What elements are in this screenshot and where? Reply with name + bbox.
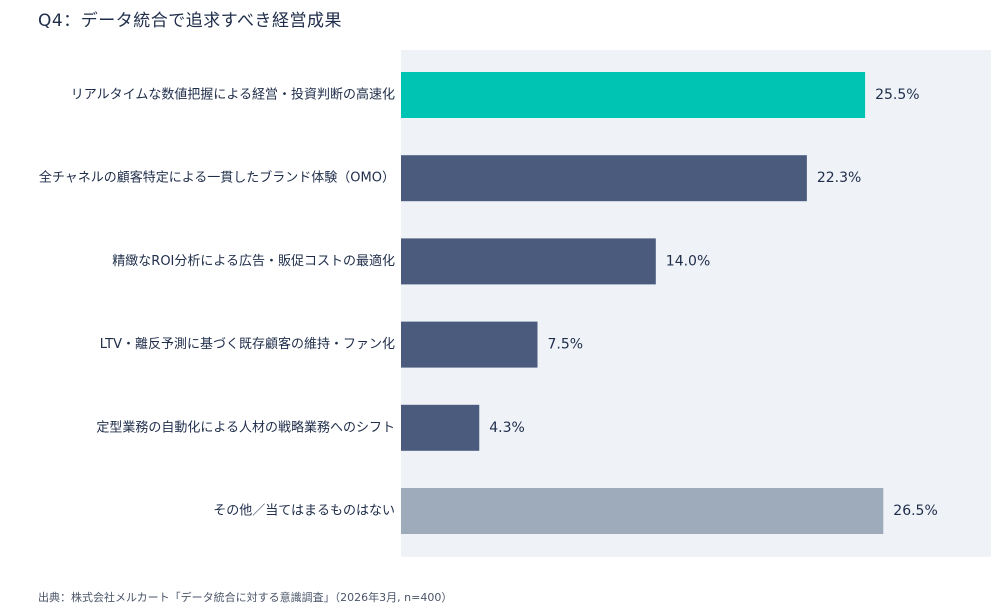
value-label-5: 26.5% <box>893 503 937 519</box>
bar-3 <box>401 321 538 368</box>
category-label-2: 精緻なROI分析による広告・販促コストの最適化 <box>112 253 395 269</box>
value-label-1: 22.3% <box>817 170 861 186</box>
bar-4 <box>401 404 480 451</box>
bar-2 <box>401 238 656 285</box>
bar-0 <box>401 72 866 118</box>
plot-area <box>401 50 991 557</box>
value-label-3: 7.5% <box>548 337 584 353</box>
value-label-4: 4.3% <box>489 420 525 436</box>
bar-5 <box>401 488 884 534</box>
category-label-3: LTV・離反予測に基づく既存顧客の維持・ファン化 <box>100 336 395 352</box>
bar-1 <box>401 155 807 202</box>
chart-title: Q4：データ統合で追求すべき経営成果 <box>38 11 343 31</box>
value-label-0: 25.5% <box>875 87 919 103</box>
value-label-2: 14.0% <box>666 253 710 269</box>
category-label-4: 定型業務の自動化による人材の戦略業務へのシフト <box>96 419 395 435</box>
category-label-0: リアルタイムな数値把握による経営・投資判断の高速化 <box>71 87 395 103</box>
category-label-1: 全チャネルの顧客特定による一貫したブランド体験（OMO） <box>39 170 395 186</box>
category-label-5: その他／当てはまるものはない <box>213 504 395 519</box>
source-note: 出典：株式会社メルカート「データ統合に対する意識調査」（2026年3月, n=4… <box>38 591 453 604</box>
